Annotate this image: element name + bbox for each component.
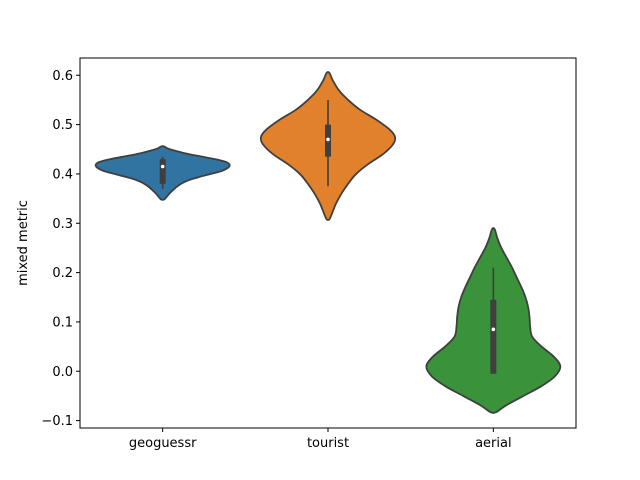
violin-median xyxy=(326,137,330,142)
y-tick-label: 0.4 xyxy=(52,167,73,182)
y-tick-label: 0.3 xyxy=(52,217,73,232)
y-tick-label: 0.5 xyxy=(52,118,73,133)
x-tick-label: aerial xyxy=(475,436,512,451)
y-tick-label: 0.0 xyxy=(52,365,73,380)
violin-aerial xyxy=(425,227,562,414)
y-axis-label: mixed metric xyxy=(16,200,31,286)
y-tick-label: 0.1 xyxy=(52,315,73,330)
violin-median xyxy=(160,164,165,169)
violin-tourist xyxy=(259,70,397,221)
violin-box xyxy=(159,159,166,184)
y-tick-label: 0.6 xyxy=(52,69,73,84)
x-axis: geoguessr tourist aerial xyxy=(129,428,512,451)
violin-median xyxy=(491,327,496,332)
violins xyxy=(94,70,562,414)
violin-geoguessr xyxy=(94,145,231,201)
y-tick-label: 0.2 xyxy=(52,266,73,281)
y-tick-label: −0.1 xyxy=(41,414,73,429)
violin-box xyxy=(490,299,497,374)
y-axis: −0.1 0.0 0.1 0.2 0.3 0.4 0.5 0.6 xyxy=(41,69,80,429)
x-tick-label: geoguessr xyxy=(129,436,197,451)
x-tick-label: tourist xyxy=(307,436,349,451)
